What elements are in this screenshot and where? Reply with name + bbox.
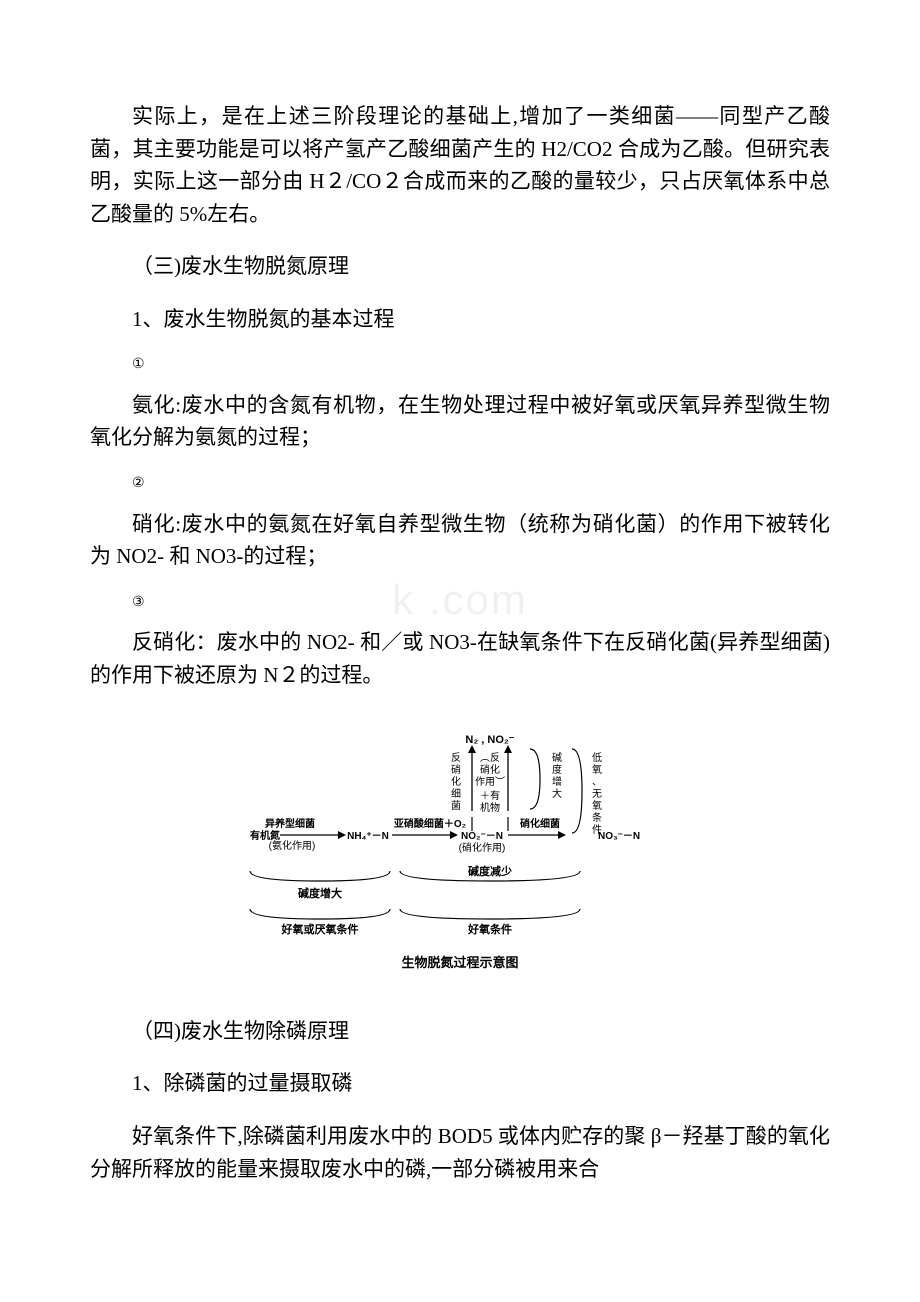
svg-text:大: 大	[552, 787, 562, 800]
svg-text:反: 反	[451, 752, 461, 764]
list-marker-3: ③	[90, 593, 830, 613]
svg-text:化: 化	[451, 775, 461, 788]
svg-text:好氧或厌氧条件: 好氧或厌氧条件	[281, 922, 359, 936]
subheading-1: 1、废水生物脱氮的基本过程	[90, 303, 830, 336]
paragraph-2: 氨化:废水中的含氮有机物，在生物处理过程中被好氧或厌氧异养型微生物氧化分解为氨氮…	[90, 389, 830, 454]
paragraph-4: 反硝化：废水中的 NO2- 和／或 NO3-在缺氧条件下在反硝化菌(异养型细菌)…	[90, 626, 830, 691]
svg-text:好氧条件: 好氧条件	[467, 922, 512, 936]
heading-section-3: （三)废水生物脱氮原理	[90, 250, 830, 283]
diagram-container: N₂ , NO₂⁻ 反 硝 化 细 菌 ︵反 硝化 作用︶ ＋有 机物 碱	[230, 731, 690, 971]
list-marker-1: ①	[90, 355, 830, 375]
list-marker-2: ②	[90, 474, 830, 494]
svg-text:氧: 氧	[592, 763, 602, 776]
svg-text:碱: 碱	[552, 752, 562, 764]
svg-text:N₂ , NO₂⁻: N₂ , NO₂⁻	[465, 734, 514, 746]
svg-text:、: 、	[592, 777, 602, 788]
svg-text:氧: 氧	[592, 799, 602, 812]
svg-text:低: 低	[592, 751, 602, 764]
svg-text:硝化: 硝化	[480, 763, 500, 776]
diagram-caption: 生物脱氮过程示意图	[230, 955, 690, 971]
svg-text:无: 无	[592, 789, 602, 800]
heading-section-4: （四)废水生物除磷原理	[90, 1015, 830, 1048]
nitrogen-removal-diagram: N₂ , NO₂⁻ 反 硝 化 细 菌 ︵反 硝化 作用︶ ＋有 机物 碱	[230, 731, 690, 951]
svg-text:＋有: ＋有	[480, 789, 500, 802]
subheading-2: 1、除磷菌的过量摄取磷	[90, 1067, 830, 1100]
svg-text:NO₃⁻－N: NO₃⁻－N	[598, 831, 640, 842]
svg-text:︵反: ︵反	[480, 752, 500, 764]
svg-text:作用︶: 作用︶	[475, 776, 505, 788]
paragraph-3: 硝化:废水中的氨氮在好氧自养型微生物（统称为硝化菌）的作用下被转化为 NO2- …	[90, 508, 830, 573]
svg-text:异养型细菌: 异养型细菌	[265, 817, 315, 830]
svg-text:NO₂⁻－N: NO₂⁻－N	[461, 831, 503, 842]
paragraph-5: 好氧条件下,除磷菌利用废水中的 BOD5 或体内贮存的聚 β－羟基丁酸的氧化分解…	[90, 1120, 830, 1185]
svg-text:细: 细	[451, 787, 461, 800]
svg-text:机物: 机物	[480, 801, 500, 814]
svg-text:(氨化作用): (氨化作用)	[269, 839, 316, 852]
svg-text:增: 增	[552, 775, 562, 788]
svg-text:亚硝酸细菌＋O₂: 亚硝酸细菌＋O₂	[394, 817, 466, 830]
paragraph-1: 实际上，是在上述三阶段理论的基础上,增加了一类细菌——同型产乙酸菌，其主要功能是…	[90, 100, 830, 230]
svg-text:菌: 菌	[451, 800, 461, 812]
svg-text:碱度增大: 碱度增大	[298, 886, 342, 900]
svg-text:条: 条	[592, 811, 602, 824]
svg-text:硝: 硝	[451, 763, 461, 776]
svg-text:度: 度	[552, 763, 562, 776]
svg-text:碱度减少: 碱度减少	[468, 864, 512, 878]
svg-text:(硝化作用): (硝化作用)	[459, 841, 506, 854]
svg-text:硝化细菌: 硝化细菌	[520, 817, 560, 830]
svg-text:NH₄⁺－N: NH₄⁺－N	[347, 831, 389, 842]
